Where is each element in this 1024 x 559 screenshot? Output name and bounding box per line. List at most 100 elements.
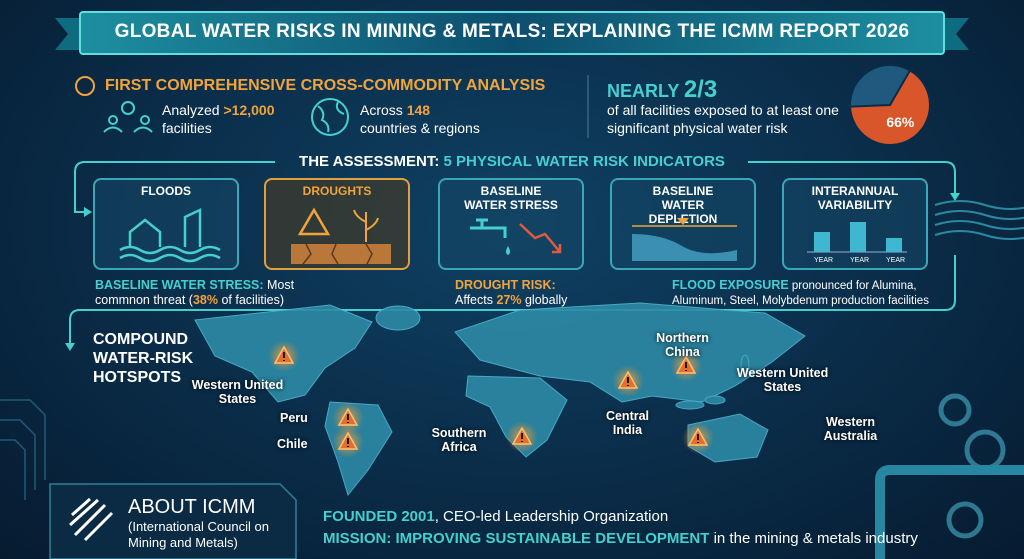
finding: BASELINE WATER STRESS: Most commnon thre… — [95, 278, 335, 308]
shape — [119, 245, 221, 263]
shape — [740, 354, 750, 376]
indicator-card: BASELINE WATER STRESS — [438, 178, 584, 270]
shape — [934, 200, 1024, 210]
shape — [850, 222, 866, 252]
finding: DROUGHT RISK: Affects 27% globally — [455, 278, 625, 308]
shape — [69, 255, 956, 345]
label: Analyzed — [162, 102, 220, 118]
shape — [0, 419, 36, 490]
shape — [311, 98, 349, 136]
highlight: BASELINE WATER STRESS: — [95, 278, 264, 292]
shape — [875, 465, 1024, 559]
value: 38% — [192, 293, 218, 307]
site-label: Western United States — [736, 366, 829, 394]
pie-label: 66% — [886, 114, 915, 130]
shape — [675, 400, 705, 410]
rest: globally — [524, 293, 568, 307]
shape — [934, 210, 1024, 220]
label: Across — [360, 102, 403, 118]
shape — [704, 395, 726, 405]
banner — [79, 11, 945, 55]
shape — [0, 439, 26, 500]
shape — [938, 393, 972, 427]
gears — [875, 393, 1024, 559]
indicator-card: FLOODS — [93, 178, 239, 270]
site-label: Peru — [280, 411, 308, 425]
shape — [140, 115, 150, 125]
shape — [0, 399, 46, 480]
subheading: 5 PHYSICAL WATER RISK INDICATORS — [443, 153, 725, 170]
unit: countries & regions — [360, 120, 480, 136]
shape — [465, 375, 568, 458]
indicator-card: INTERANNUAL VARIABILITY YEAR YEAR YEAR — [782, 178, 928, 270]
site-label: Southern Africa — [431, 426, 487, 454]
finding: FLOOD EXPOSURE pronounced for Alumina, A… — [672, 278, 957, 309]
unit: facilities — [162, 120, 212, 136]
shape — [519, 223, 562, 254]
rest: of facilities) — [221, 293, 285, 307]
shape — [302, 243, 373, 265]
shape — [506, 246, 510, 255]
exposure-headline: NEARLY 2/3 — [607, 76, 717, 104]
axis-label: YEAR — [850, 257, 870, 264]
exposure-text: of all facilities exposed to at least on… — [607, 102, 839, 136]
shape — [291, 244, 391, 264]
warnings — [268, 340, 714, 458]
shape — [934, 220, 1024, 230]
shape — [103, 126, 153, 133]
value: 27% — [496, 293, 522, 307]
axis-label: YEAR — [814, 257, 834, 264]
indicator-card: DROUGHTS — [264, 178, 410, 270]
shape — [297, 207, 331, 236]
site-label: Northern China — [656, 331, 709, 359]
text: Affects — [455, 293, 493, 307]
heading: THE ASSESSMENT: — [299, 153, 440, 170]
shape — [454, 302, 806, 403]
shape — [677, 218, 689, 225]
pie-slice — [848, 68, 931, 146]
shape — [317, 101, 345, 133]
shape — [69, 497, 114, 542]
shape — [632, 234, 737, 261]
shape — [128, 208, 202, 247]
about-heading: ABOUT ICMM — [128, 496, 256, 518]
site-label: Western United States — [191, 378, 284, 406]
about-box — [49, 483, 297, 559]
shape — [74, 161, 275, 213]
circuit — [0, 399, 46, 500]
indicator-card: BASELINE WATER DEPLETION — [610, 178, 756, 270]
drought-icon — [291, 207, 391, 265]
mission-text: in the mining & metals industry — [713, 530, 918, 547]
highlight: DROUGHT RISK: — [455, 278, 556, 292]
shape — [946, 501, 984, 539]
value: >12,000 — [223, 102, 275, 118]
text: pronounced for Alumina, Aluminum, Steel,… — [672, 280, 929, 307]
logo — [69, 497, 114, 542]
indicator: INTERANNUAL VARIABILITY — [811, 184, 899, 212]
streams — [934, 200, 1024, 240]
hotspots-heading: COMPOUND WATER-RISK HOTSPOTS — [93, 331, 194, 386]
indicator: DROUGHTS — [302, 184, 372, 198]
shape — [934, 230, 1024, 240]
site-label: Chile — [277, 437, 308, 451]
shape — [353, 209, 379, 242]
shape — [886, 238, 902, 252]
shape — [375, 305, 421, 331]
highlight: FLOOD EXPOSURE — [672, 278, 789, 292]
mission: MISSION: IMPROVING SUSTAINABLE DEVELOPME… — [323, 530, 710, 547]
text: Most commnon threat ( — [95, 278, 295, 307]
indicator: BASELINE WATER STRESS — [464, 184, 558, 212]
shape — [121, 101, 135, 115]
tap-icon — [470, 218, 562, 255]
founded-line: FOUNDED 2001, CEO-led Leadership Organiz… — [323, 508, 668, 525]
shape — [814, 232, 830, 252]
site-label: Western Australia — [823, 415, 878, 443]
globe-icon — [311, 98, 349, 136]
site-label: Central India — [605, 409, 650, 437]
variability-icon — [807, 222, 907, 253]
axis-label: YEAR — [886, 257, 906, 264]
shape — [108, 115, 118, 125]
facilities-stat: Analyzed >12,000 facilities — [162, 101, 274, 137]
